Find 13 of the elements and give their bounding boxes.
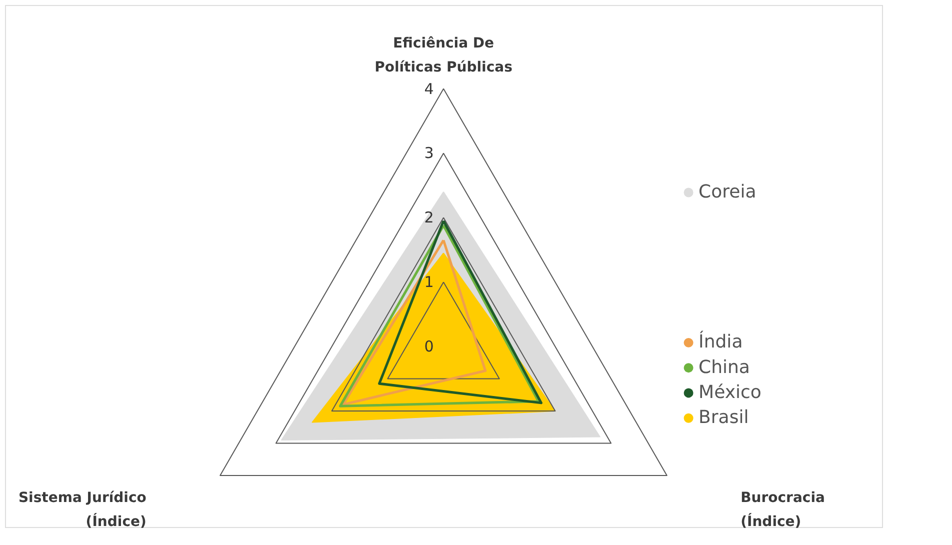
- spoke-label: Eficiência De Políticas Públicas: [374, 36, 512, 76]
- legend-label: México: [698, 382, 762, 403]
- spoke-label: Burocracia (Índice): [740, 490, 825, 530]
- legend-label: China: [698, 356, 750, 378]
- y-tick-label: 0: [424, 338, 434, 356]
- y-tick-label: 4: [424, 80, 434, 98]
- y-tick-label: 3: [424, 144, 434, 162]
- spoke-label: Sistema Jurídico (Índice): [18, 490, 147, 530]
- legend-label: Índia: [698, 330, 743, 353]
- legend-label: Coreia: [698, 182, 756, 203]
- y-tick-label: 1: [424, 273, 434, 292]
- legend-label: Brasil: [698, 407, 749, 428]
- y-tick-label: 2: [424, 208, 434, 227]
